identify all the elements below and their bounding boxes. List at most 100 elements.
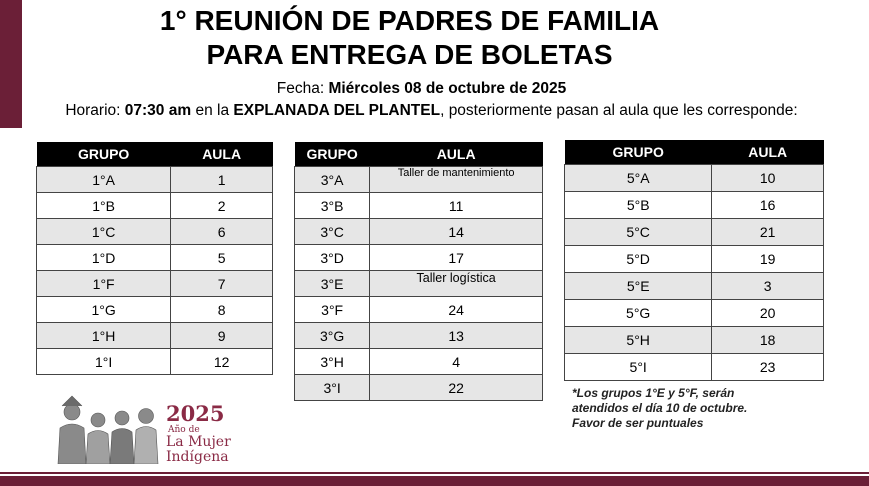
grupo-cell: 1°C xyxy=(35,218,172,245)
table-row: 1°F 7 xyxy=(35,270,273,297)
left-accent-bar xyxy=(0,0,22,128)
grupo-cell: 3°A xyxy=(293,166,371,193)
aula-cell: 8 xyxy=(170,296,273,323)
table-row: 3°I 22 xyxy=(293,374,543,401)
grupo-cell: 1°A xyxy=(35,166,172,193)
horario-line: Horario: 07:30 am en la EXPLANADA DEL PL… xyxy=(0,102,866,120)
table-row: 3°F 24 xyxy=(293,296,543,323)
aula-cell: 6 xyxy=(170,218,273,245)
table-quinto-grado: GRUPO AULA 5°A 10 5°B 16 5°C 21 5°D 19 5°E 3 … xyxy=(563,140,824,381)
table-row: 5°C 21 xyxy=(563,218,824,246)
aula-cell: 21 xyxy=(711,218,824,246)
grupo-cell: 1°I xyxy=(35,348,172,375)
aula-cell: 4 xyxy=(369,348,543,375)
fecha-label: Fecha: xyxy=(276,80,325,97)
table-row: 5°H 18 xyxy=(563,326,824,354)
aula-cell: 18 xyxy=(711,326,824,354)
logo-name-line1: La Mujer xyxy=(166,434,231,450)
bottom-accent-bar xyxy=(0,476,869,486)
grupo-cell: 1°B xyxy=(35,192,172,219)
grupo-cell: 1°D xyxy=(35,244,172,271)
horario-time: 07:30 am xyxy=(124,102,192,119)
aula-cell: 12 xyxy=(170,348,273,375)
grupo-cell: 5°A xyxy=(563,164,713,192)
aula-cell: 11 xyxy=(369,192,543,219)
table-row: 5°G 20 xyxy=(563,299,824,327)
grupo-cell: 5°C xyxy=(563,218,713,246)
logo-subtitle: Año de xyxy=(168,425,200,435)
table-row: 3°G 13 xyxy=(293,322,543,349)
aula-cell: 9 xyxy=(170,322,273,349)
table-row: 3°C 14 xyxy=(293,218,543,245)
grupo-cell: 3°F xyxy=(293,296,371,323)
grupo-cell: 5°E xyxy=(563,272,713,300)
table-row: 5°D 19 xyxy=(563,245,824,273)
footnote-line3: Favor de ser puntuales xyxy=(572,416,704,430)
fecha-value: Miércoles 08 de octubre de 2025 xyxy=(328,80,567,97)
grupo-cell: 3°H xyxy=(293,348,371,375)
horario-label: Horario: xyxy=(65,102,121,119)
table-primer-grado: GRUPO AULA 1°A 1 1°B 2 1°C 6 1°D 5 1°F 7 1°G 8… xyxy=(35,142,273,375)
grupo-cell: 5°G xyxy=(563,299,713,327)
grupo-cell: 5°H xyxy=(563,326,713,354)
table-row: 3°D 17 xyxy=(293,244,543,271)
aula-cell: 20 xyxy=(711,299,824,327)
aula-cell: 3 xyxy=(711,272,824,300)
grupo-cell: 1°G xyxy=(35,296,172,323)
table-row: 1°H 9 xyxy=(35,322,273,349)
column-header-grupo: GRUPO xyxy=(36,142,171,167)
grupo-cell: 5°I xyxy=(563,353,713,381)
aula-cell: 22 xyxy=(369,374,543,401)
table-tercer-grado: GRUPO AULA 3°A Taller de mantenimiento 3°… xyxy=(293,142,543,401)
logo-year: 2025 xyxy=(166,401,225,426)
aula-cell: 5 xyxy=(170,244,273,271)
grupo-cell: 3°C xyxy=(293,218,371,245)
page-title-line1: 1° REUNIÓN DE PADRES DE FAMILIA xyxy=(159,5,660,36)
table-row: 5°B 16 xyxy=(563,191,824,219)
bottom-divider-line xyxy=(0,472,869,474)
aula-cell: 17 xyxy=(369,244,543,271)
table-row: 3°A Taller de mantenimiento xyxy=(293,166,543,193)
table-row: 3°B 11 xyxy=(293,192,543,219)
table-row: 1°D 5 xyxy=(35,244,273,271)
table-row: 5°A 10 xyxy=(563,164,824,192)
table-row: 3°H 4 xyxy=(293,348,543,375)
column-header-grupo: GRUPO xyxy=(294,142,370,167)
column-header-grupo: GRUPO xyxy=(564,140,712,165)
grupo-cell: 3°G xyxy=(293,322,371,349)
table-row: 1°C 6 xyxy=(35,218,273,245)
grupo-cell: 1°F xyxy=(35,270,172,297)
footnote-line1: *Los grupos 1°E y 5°F, serán xyxy=(572,386,735,400)
table-row: 3°E Taller logística xyxy=(293,270,543,297)
aula-cell: 16 xyxy=(711,191,824,219)
aula-cell: 13 xyxy=(369,322,543,349)
grupo-cell: 5°D xyxy=(563,245,713,273)
footnote-line2: atendidos el día 10 de octubre. xyxy=(572,401,748,415)
page-title-line2: PARA ENTREGA DE BOLETAS xyxy=(206,39,613,70)
horario-rest: , posteriormente pasan al aula que les c… xyxy=(440,102,798,119)
aula-cell: 1 xyxy=(170,166,273,193)
grupo-cell: 5°B xyxy=(563,191,713,219)
aula-cell: Taller de mantenimiento xyxy=(369,166,543,193)
aula-cell: Taller logística xyxy=(369,270,543,297)
aula-cell: 19 xyxy=(711,245,824,273)
horario-place: EXPLANADA DEL PLANTEL xyxy=(233,102,441,119)
indigenous-women-illustration xyxy=(57,395,159,464)
aula-cell: 10 xyxy=(711,164,824,192)
aula-cell: 7 xyxy=(170,270,273,297)
table-row: 1°I 12 xyxy=(35,348,273,375)
aula-cell: 24 xyxy=(369,296,543,323)
aula-cell: 2 xyxy=(170,192,273,219)
footnote: *Los grupos 1°E y 5°F, serán atendidos e… xyxy=(572,386,747,431)
grupo-cell: 3°I xyxy=(293,374,371,401)
table-row: 5°E 3 xyxy=(563,272,824,300)
horario-mid: en la xyxy=(195,102,230,119)
table-row: 5°I 23 xyxy=(563,353,824,381)
column-header-aula: AULA xyxy=(369,142,543,167)
logo-name-line2: Indígena xyxy=(166,449,229,465)
column-header-aula: AULA xyxy=(711,140,824,165)
grupo-cell: 3°D xyxy=(293,244,371,271)
column-header-aula: AULA xyxy=(170,142,273,167)
fecha-line: Fecha: Miércoles 08 de octubre de 2025 xyxy=(0,80,856,98)
table-row: 1°A 1 xyxy=(35,166,273,193)
